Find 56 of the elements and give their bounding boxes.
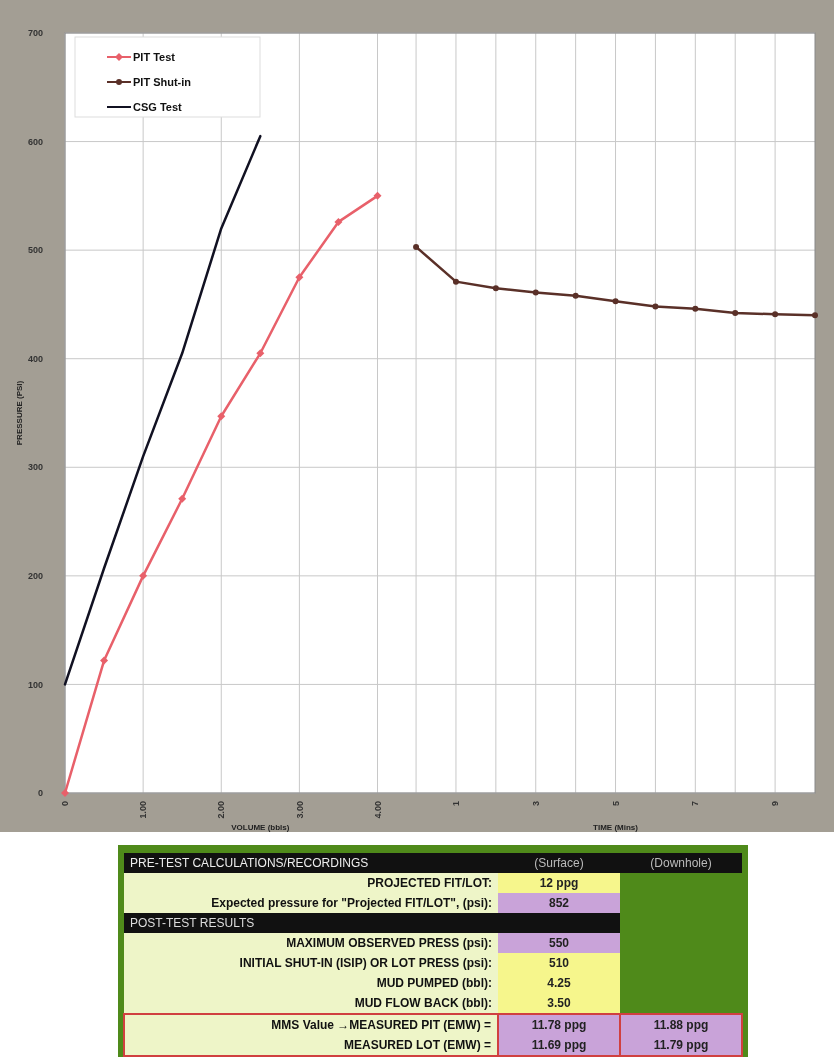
y-tick-label: 700	[27, 28, 43, 39]
text: 550	[548, 936, 570, 950]
y-tick-label: 100	[27, 679, 43, 690]
y-tick-label: 0	[37, 788, 43, 799]
category-label: MUD FLOW BACK (bbl):	[354, 996, 492, 1010]
line-series	[63, 134, 262, 686]
x-tick-label: 3.00	[294, 801, 305, 819]
text: 11.69 ppg	[531, 1038, 587, 1052]
x2-tick-label: 7	[690, 801, 701, 807]
category-label: MUD PUMPED (bbl):	[376, 976, 492, 990]
point	[373, 191, 382, 200]
category-label: MMS Value →MEASURED PIT (EMW) =	[271, 1018, 491, 1032]
text: 510	[548, 956, 570, 970]
y-axis-title: PRESSURE (PSI)	[15, 380, 24, 446]
y-tick-label: 300	[27, 462, 43, 473]
category-label: INITIAL SHUT-IN (ISIP) OR LOT PRESS (psi):	[239, 956, 492, 970]
x2-tick-label: 1	[451, 801, 462, 807]
category-label: PROJECTED FIT/LOT:	[367, 876, 492, 890]
x-tick-label: 0	[60, 801, 71, 807]
x-tick-label: 4.00	[372, 801, 383, 819]
category-label: (Surface)	[498, 853, 620, 873]
x-tick-label: 1.00	[138, 801, 149, 819]
text: 852	[548, 896, 570, 910]
x-tick-label: 2.00	[216, 801, 227, 819]
legend-label: CSG Test	[133, 100, 183, 113]
point	[295, 273, 304, 282]
text: PRE-TEST CALCULATIONS/RECORDINGS	[124, 853, 498, 873]
legend-label: PIT Test	[133, 50, 176, 63]
point	[256, 349, 265, 358]
point	[334, 217, 343, 226]
x-axis-title: VOLUME (bbls)	[231, 823, 290, 832]
category-label: Expected pressure for "Projected FIT/LOT", (psi):	[211, 896, 492, 910]
category-label: MAXIMUM OBSERVED PRESS (psi):	[286, 936, 492, 950]
text: 11.88 ppg	[653, 1018, 709, 1032]
point	[61, 789, 69, 797]
category-label: POST-TEST RESULTS	[130, 916, 255, 930]
text: 3.50	[547, 996, 571, 1010]
text: 11.79 ppg	[653, 1038, 709, 1052]
point	[178, 494, 187, 503]
y-tick-label: 200	[27, 571, 43, 582]
y-tick-label: 600	[27, 136, 43, 147]
text: 12 ppg	[539, 876, 579, 890]
y-tick-label: 400	[27, 353, 43, 364]
legend-label: PIT Shut-in	[133, 75, 192, 88]
y-tick-label: 500	[27, 245, 43, 256]
x2-tick-label: 5	[610, 801, 621, 807]
x2-tick-label: 9	[770, 801, 781, 807]
x2-tick-label: 3	[530, 801, 541, 807]
category-label: MEASURED LOT (EMW) =	[344, 1038, 491, 1052]
point	[217, 412, 226, 421]
text: 4.25	[547, 976, 571, 990]
category-label: (Downhole)	[620, 853, 742, 873]
point	[100, 656, 109, 665]
x2-axis-title: TIME (Mins)	[593, 823, 639, 832]
point	[139, 571, 148, 580]
text: 11.78 ppg	[531, 1018, 587, 1032]
